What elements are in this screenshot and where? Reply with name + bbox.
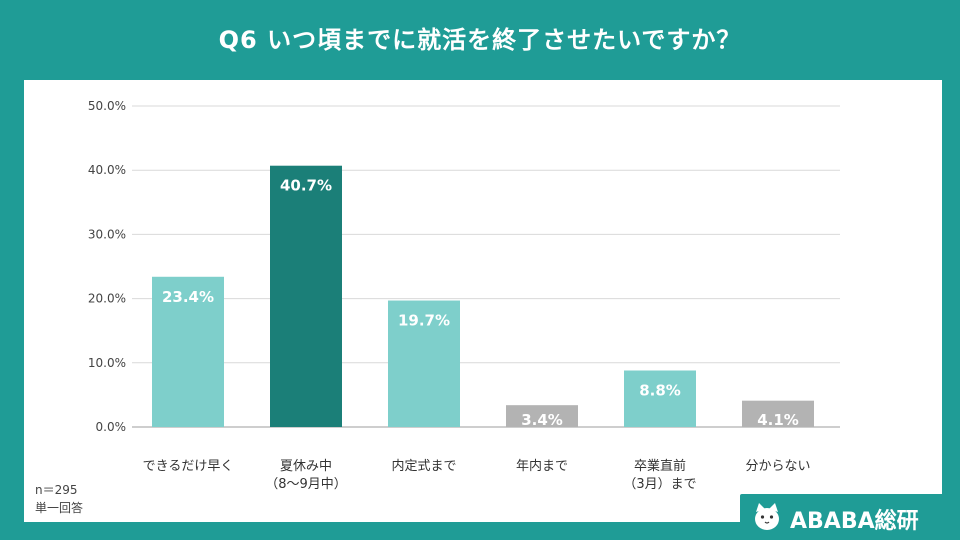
y-tick-label: 40.0% <box>88 163 126 177</box>
y-tick-label: 0.0% <box>96 420 127 434</box>
y-tick-label: 50.0% <box>88 99 126 113</box>
bar <box>388 300 460 427</box>
x-tick-label: （8〜9月中） <box>265 477 347 492</box>
cat-mascot-icon <box>755 503 779 530</box>
x-tick-label: できるだけ早く <box>143 459 234 474</box>
bar <box>152 276 224 427</box>
bar <box>506 405 578 427</box>
data-label: 40.7% <box>280 177 332 195</box>
answer-type-note: 単一回答 <box>35 501 84 515</box>
sample-size-note: n＝295 <box>35 483 78 497</box>
data-label: 23.4% <box>162 288 214 306</box>
data-label: 4.1% <box>757 411 799 429</box>
y-tick-label: 20.0% <box>88 292 126 306</box>
x-tick-label: 年内まで <box>516 458 568 474</box>
x-tick-label: 分からない <box>745 459 810 474</box>
data-label: 8.8% <box>639 382 681 400</box>
data-label: 19.7% <box>398 312 450 330</box>
bar <box>270 165 342 427</box>
x-tick-label: 夏休み中 <box>280 459 332 474</box>
x-tick-label: 内定式まで <box>391 458 456 474</box>
brand-logo: ABABA総研 <box>740 494 960 540</box>
x-tick-label: 卒業直前 <box>634 458 686 474</box>
bar <box>742 400 814 427</box>
y-tick-label: 10.0% <box>88 356 126 370</box>
chart-title: Q6 いつ頃までに就活を終了させたいですか？ <box>218 26 742 54</box>
x-tick-label: （3月）まで <box>623 477 696 492</box>
data-label: 3.4% <box>521 411 563 429</box>
y-tick-label: 30.0% <box>88 227 126 241</box>
bar <box>624 370 696 427</box>
brand-name: ABABA総研 <box>790 509 919 534</box>
